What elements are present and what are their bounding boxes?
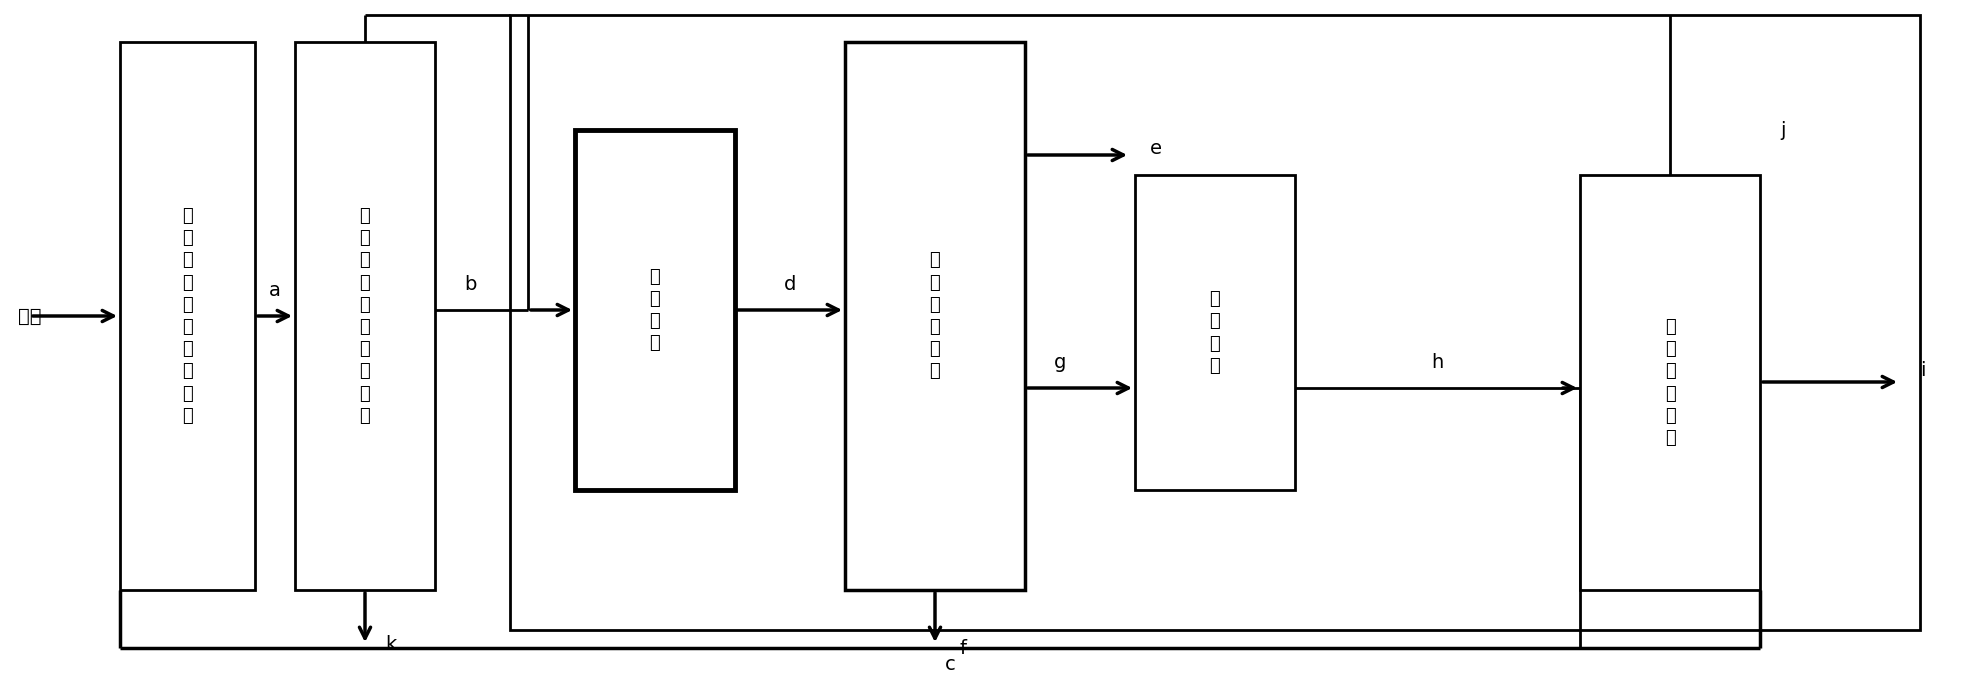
Text: g: g: [1054, 353, 1065, 372]
Bar: [1135, 175, 1296, 490]
Text: 烯
烃
分
离
工
序: 烯 烃 分 离 工 序: [930, 251, 940, 381]
Text: i: i: [1921, 360, 1926, 379]
Bar: [575, 130, 734, 490]
Text: j: j: [1780, 121, 1786, 140]
Text: 加
氢
工
序: 加 氢 工 序: [1210, 290, 1220, 375]
Text: d: d: [784, 276, 796, 294]
Text: a: a: [270, 281, 282, 300]
Text: 原料: 原料: [18, 306, 42, 326]
Text: h: h: [1430, 353, 1442, 372]
Bar: [296, 42, 434, 590]
Text: f: f: [960, 639, 966, 657]
Text: 离
子
液
体
抽
提
芳
烃
工
序: 离 子 液 体 抽 提 芳 烃 工 序: [183, 207, 192, 425]
Text: c: c: [944, 656, 956, 674]
Text: 裂
解
工
序: 裂 解 工 序: [649, 268, 661, 352]
Text: k: k: [385, 635, 397, 654]
Bar: [1579, 175, 1760, 590]
Text: 芳
烃
分
离
工
序: 芳 烃 分 离 工 序: [1665, 318, 1674, 447]
Text: b: b: [464, 276, 476, 294]
Text: e: e: [1151, 138, 1163, 157]
Bar: [510, 15, 1921, 630]
Text: 离
子
液
体
抽
提
烯
烃
工
序: 离 子 液 体 抽 提 烯 烃 工 序: [359, 207, 371, 425]
Bar: [845, 42, 1026, 590]
Bar: [119, 42, 256, 590]
